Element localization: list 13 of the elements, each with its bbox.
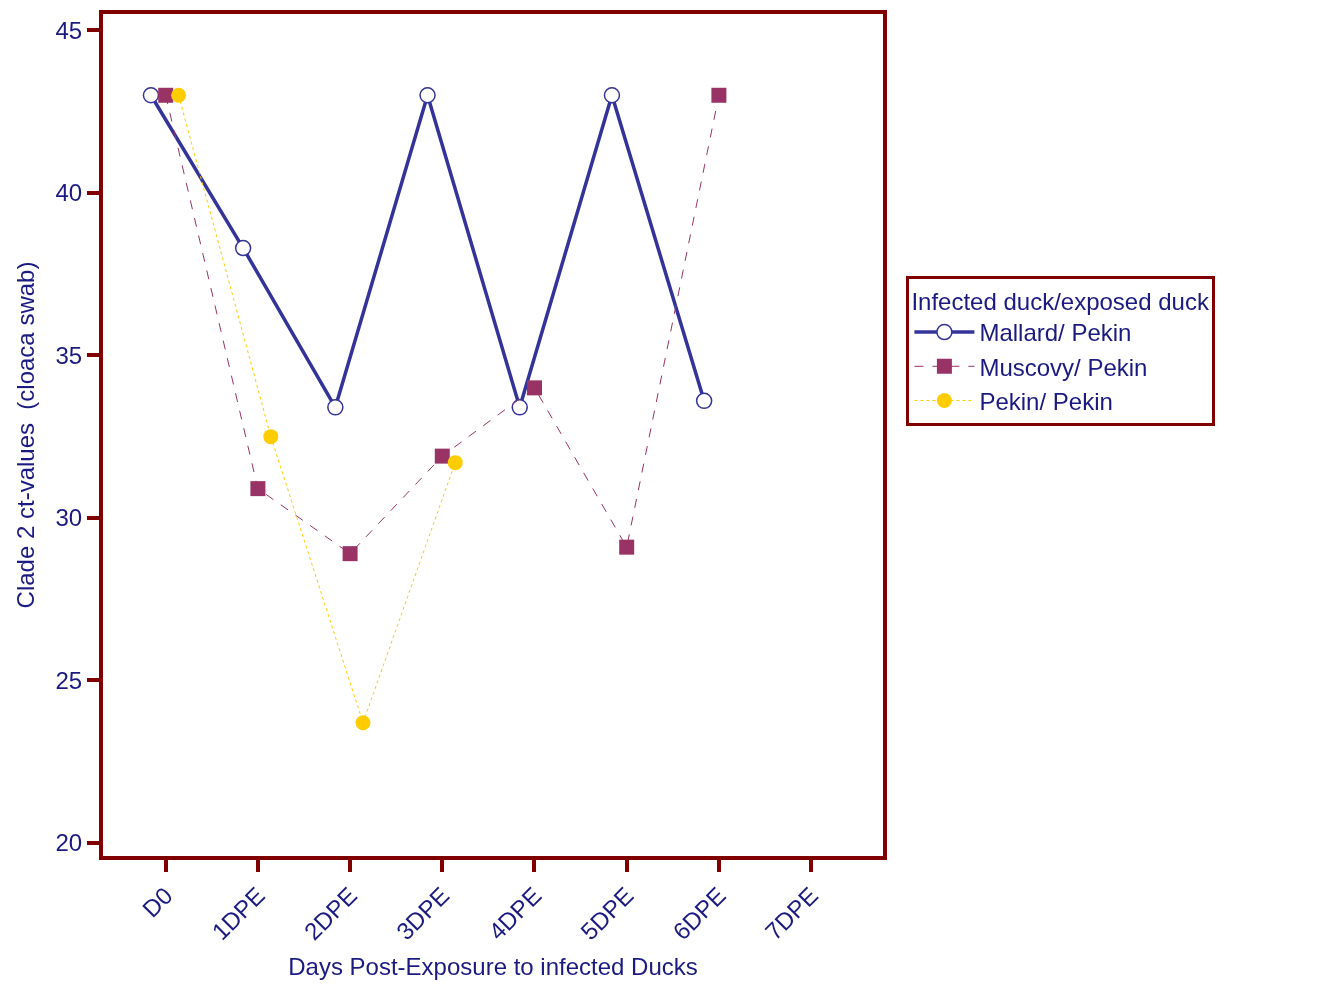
y-tick-label: 30	[55, 504, 83, 532]
legend-label: Pekin/ Pekin	[979, 387, 1113, 415]
y-tick-label: 45	[55, 16, 83, 44]
x-tick-label: D0	[136, 881, 178, 923]
legend-title: Infected duck/exposed duck	[911, 288, 1210, 315]
y-tick-label: 35	[55, 341, 83, 369]
legend-label: Mallard/ Pekin	[979, 319, 1132, 347]
legend-label: Muscovy/ Pekin	[979, 353, 1148, 381]
y-tick-label: 20	[55, 829, 83, 857]
y-tick-label: 40	[55, 179, 83, 207]
y-tick-label: 25	[55, 666, 83, 694]
x-axis-title: Days Post-Exposure to infected Ducks	[288, 952, 698, 980]
y-axis-title: Clade 2 ct-values (cloaca swab)	[12, 261, 40, 609]
